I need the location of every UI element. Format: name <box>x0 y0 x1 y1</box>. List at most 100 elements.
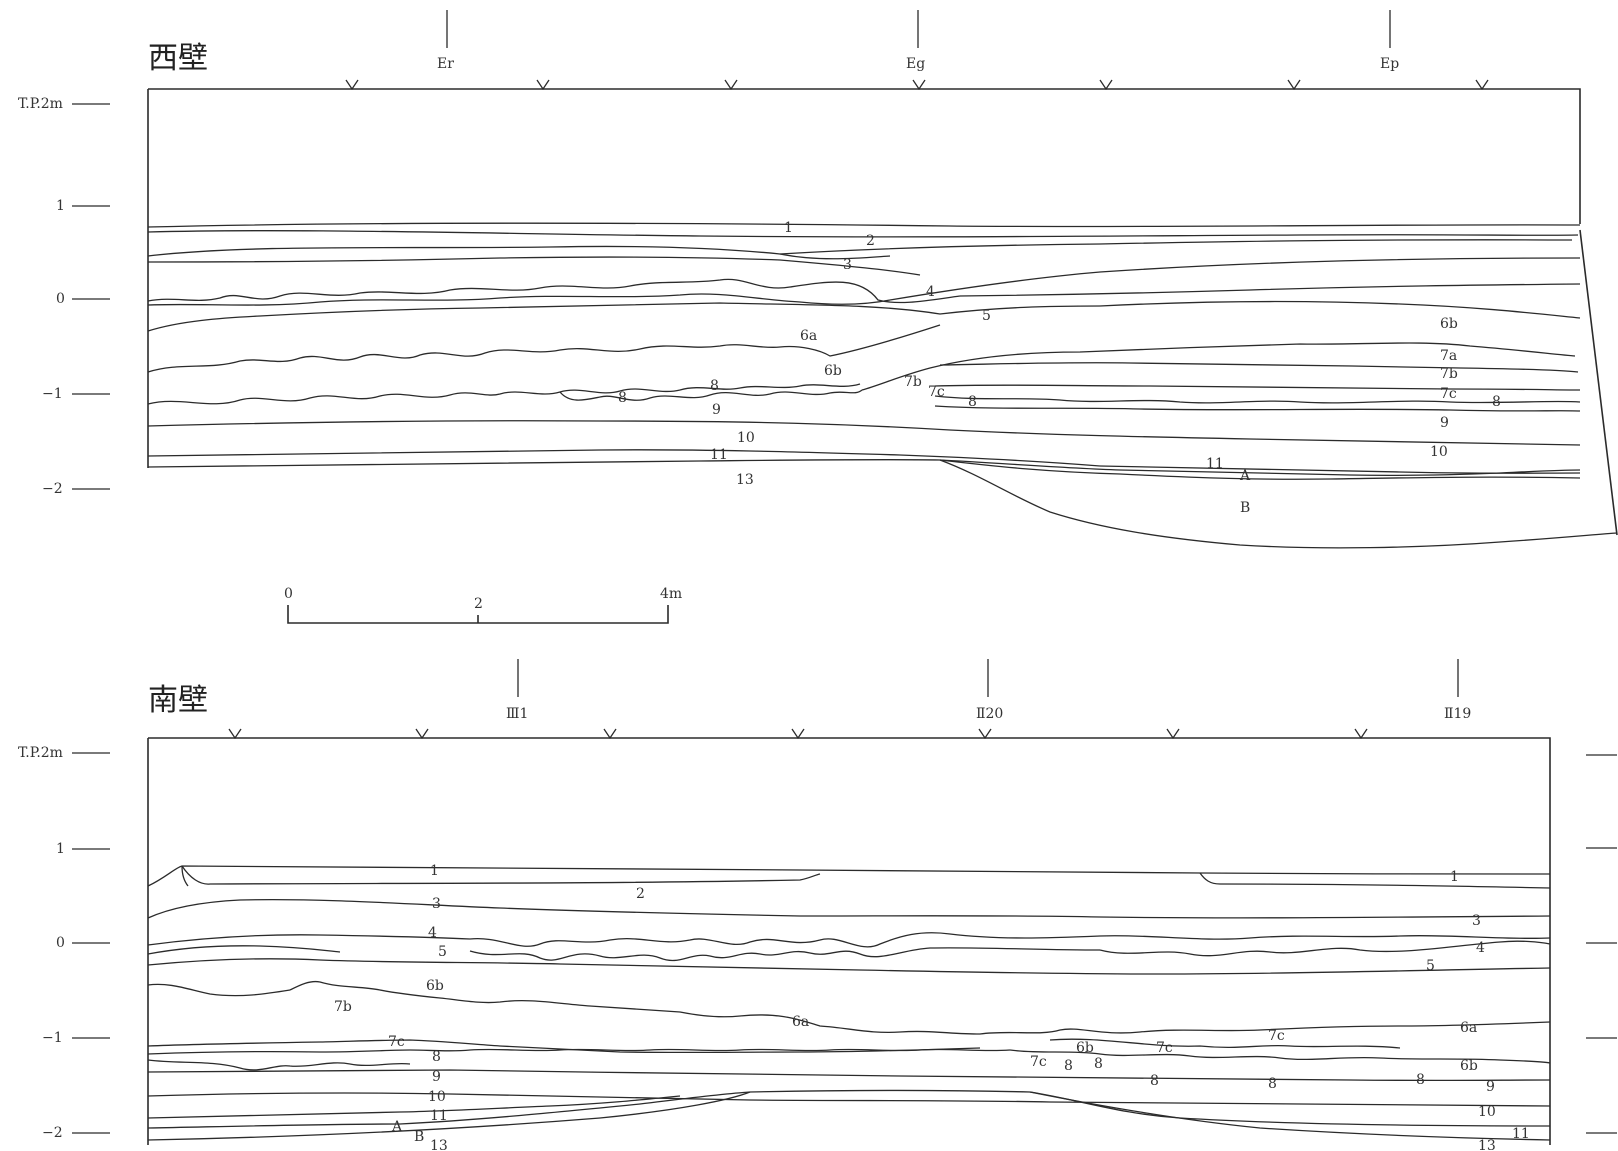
south-layer-boundaries <box>147 865 1551 1141</box>
west-elev-tp2: T.P.2m <box>18 96 63 112</box>
south-layer-13: 13 <box>1478 1138 1496 1151</box>
south-layer-4: 4 <box>1476 940 1485 956</box>
south-elev-m2: −2 <box>42 1125 63 1141</box>
south-layer-2: 2 <box>636 886 645 902</box>
south-marker-ii20: Ⅱ20 <box>976 706 1003 722</box>
scale-tick-4m: 4m <box>660 586 682 602</box>
south-marker-iii1: Ⅲ1 <box>506 706 528 722</box>
south-layer-5: 5 <box>1426 958 1435 974</box>
south-layer-6a: 6a <box>792 1014 809 1030</box>
west-layer-7b: 7b <box>904 374 922 390</box>
west-survey-ticks <box>345 79 1489 91</box>
south-layer-8: 8 <box>1064 1058 1073 1074</box>
west-elev-1: 1 <box>56 198 65 214</box>
south-layer-8: 8 <box>1268 1076 1277 1092</box>
west-wall-title: 西壁 <box>148 41 208 76</box>
west-right-edge <box>1579 229 1618 536</box>
south-layer-8: 8 <box>1094 1056 1103 1072</box>
south-layer-9: 9 <box>432 1069 441 1085</box>
west-layer-8: 8 <box>618 390 627 406</box>
west-marker-eg: Eg <box>906 56 925 72</box>
south-layer-b: B <box>414 1129 424 1145</box>
south-layer-7c: 7c <box>1156 1040 1173 1056</box>
scale-bar: 0 2 4m <box>284 586 682 624</box>
west-marker-ep: Ep <box>1380 56 1399 72</box>
south-layer-8: 8 <box>1150 1073 1159 1089</box>
south-grid-markers: Ⅲ1 Ⅱ20 Ⅱ19 <box>228 659 1471 740</box>
south-layer-a: A <box>391 1119 403 1135</box>
west-layer-11: 11 <box>1206 456 1224 472</box>
west-elevation-scale: T.P.2m 1 0 −1 −2 <box>18 96 110 497</box>
west-section-frame <box>147 88 1581 468</box>
west-layer-11: 11 <box>710 447 728 463</box>
scale-bar-line <box>287 605 669 624</box>
south-layer-11: 11 <box>1512 1126 1530 1142</box>
west-layer-7a: 7a <box>1440 348 1457 364</box>
south-layer-8: 8 <box>1416 1072 1425 1088</box>
west-layer-7b: 7b <box>1440 366 1458 382</box>
west-layer-labels: 1 2 3 4 5 6a 6b 6b 7a 7b 7b 7c 7c 8 8 8 … <box>618 220 1501 516</box>
south-layer-13: 13 <box>430 1138 448 1151</box>
west-layer-6b: 6b <box>1440 316 1458 332</box>
south-layer-1: 1 <box>1450 869 1459 885</box>
west-layer-a: A <box>1239 468 1251 484</box>
south-layer-8: 8 <box>432 1049 441 1065</box>
south-layer-3: 3 <box>1472 913 1481 929</box>
west-elev-m2: −2 <box>42 481 63 497</box>
south-layer-7c: 7c <box>1030 1054 1047 1070</box>
south-elev-1: 1 <box>56 841 65 857</box>
west-layer-7c: 7c <box>1440 386 1457 402</box>
scale-tick-0: 0 <box>284 586 293 602</box>
west-layer-3: 3 <box>843 257 852 273</box>
south-elevation-scale: T.P.2m 1 0 −1 −2 <box>18 745 1617 1141</box>
south-layer-labels: 1 1 2 3 3 4 4 5 5 6a 6a 6b 6b 6b 7b 7c 7… <box>334 863 1530 1151</box>
west-layer-5: 5 <box>982 308 991 324</box>
west-layer-4: 4 <box>926 284 935 300</box>
west-wall-section: 西壁 T.P.2m 1 0 −1 −2 Er Eg Ep <box>18 10 1618 549</box>
west-grid-markers: Er Eg Ep <box>345 10 1489 91</box>
south-layer-6b: 6b <box>1460 1058 1478 1074</box>
south-layer-9: 9 <box>1486 1079 1495 1095</box>
south-layer-11: 11 <box>430 1108 448 1124</box>
south-elev-tp2: T.P.2m <box>18 745 63 761</box>
west-layer-8: 8 <box>1492 394 1501 410</box>
west-layer-10: 10 <box>737 430 755 446</box>
west-layer-6a: 6a <box>800 328 817 344</box>
west-layer-1: 1 <box>784 220 793 236</box>
south-layer-7b: 7b <box>334 999 352 1015</box>
scale-tick-2: 2 <box>474 596 483 612</box>
south-layer-10: 10 <box>428 1089 446 1105</box>
south-layer-1: 1 <box>430 863 439 879</box>
west-layer-2: 2 <box>866 233 875 249</box>
west-elev-m1: −1 <box>42 386 63 402</box>
south-layer-4: 4 <box>428 925 437 941</box>
south-wall-title: 南壁 <box>148 683 208 718</box>
west-layer-8: 8 <box>968 394 977 410</box>
south-layer-10: 10 <box>1478 1104 1496 1120</box>
south-section-frame <box>147 737 1551 1145</box>
west-layer-10: 10 <box>1430 444 1448 460</box>
south-marker-ii19: Ⅱ19 <box>1444 706 1471 722</box>
south-survey-ticks <box>228 728 1368 740</box>
west-layer-9: 9 <box>712 402 721 418</box>
west-elev-0: 0 <box>56 291 65 307</box>
south-layer-5: 5 <box>438 944 447 960</box>
west-layer-7c: 7c <box>928 384 945 400</box>
west-layer-8: 8 <box>710 378 719 394</box>
south-layer-6a: 6a <box>1460 1020 1477 1036</box>
south-layer-6b: 6b <box>1076 1040 1094 1056</box>
south-elev-0: 0 <box>56 935 65 951</box>
west-layer-boundaries <box>147 222 1618 549</box>
west-layer-b: B <box>1240 500 1250 516</box>
west-marker-er: Er <box>437 56 454 72</box>
south-wall-section: 南壁 T.P.2m 1 0 −1 −2 Ⅲ1 Ⅱ20 Ⅱ19 <box>18 659 1617 1151</box>
south-right-elev-ticks <box>1586 754 1617 1134</box>
south-layer-7c: 7c <box>1268 1028 1285 1044</box>
south-layer-7c: 7c <box>388 1034 405 1050</box>
west-layer-13: 13 <box>736 472 754 488</box>
south-layer-6b: 6b <box>426 978 444 994</box>
south-layer-3: 3 <box>432 896 441 912</box>
south-elev-m1: −1 <box>42 1030 63 1046</box>
west-layer-9: 9 <box>1440 415 1449 431</box>
